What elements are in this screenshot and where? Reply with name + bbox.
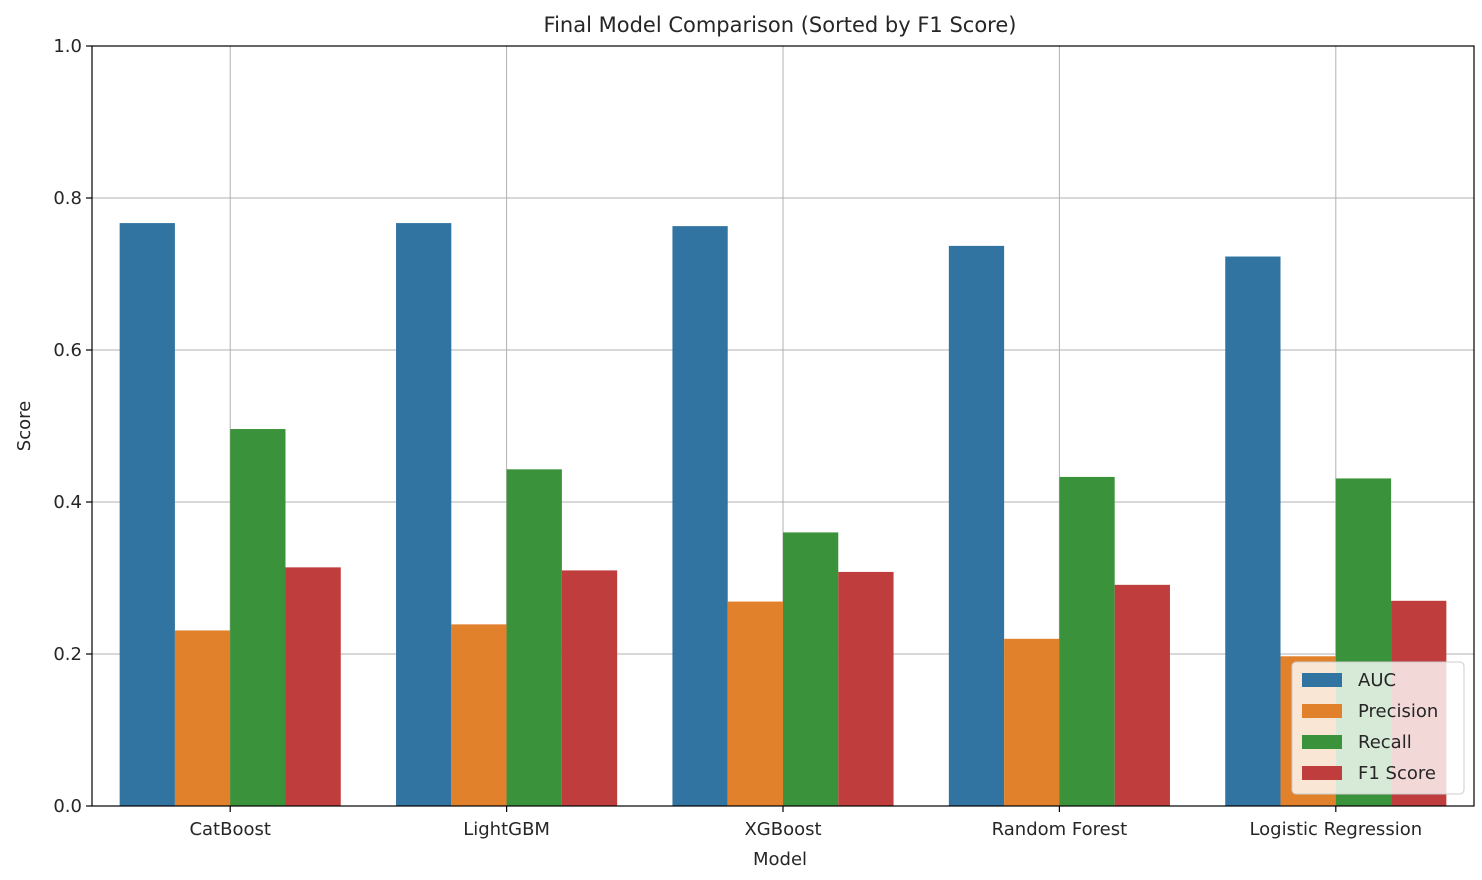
- bars: [119, 223, 1447, 806]
- y-tick-label: 0.0: [53, 796, 82, 817]
- x-tick-label: Random Forest: [992, 819, 1127, 840]
- bar-recall-lightgbm: [506, 469, 562, 806]
- x-tick-label: Logistic Regression: [1249, 819, 1422, 840]
- legend-swatch: [1302, 704, 1342, 718]
- y-axis-label: Score: [14, 401, 35, 451]
- bar-auc-catboost: [119, 223, 175, 806]
- x-axis-label: Model: [753, 849, 807, 870]
- legend-box: [1291, 661, 1465, 795]
- x-tick-label: LightGBM: [463, 819, 550, 840]
- bar-recall-xgboost: [783, 532, 839, 806]
- bar-f1-score-catboost: [285, 567, 341, 806]
- legend-swatch: [1302, 735, 1342, 749]
- bar-recall-catboost: [230, 429, 286, 806]
- chart-title: Final Model Comparison (Sorted by F1 Sco…: [544, 13, 1017, 37]
- bar-f1-score-lightgbm: [561, 570, 618, 806]
- x-tick-label: XGBoost: [744, 819, 821, 840]
- y-tick-label: 0.8: [53, 188, 82, 209]
- bar-auc-logistic-regression: [1225, 256, 1281, 806]
- legend: AUC Precision Recall F1 Score: [1291, 661, 1465, 795]
- y-tick-label: 1.0: [53, 36, 82, 57]
- x-tick-label: CatBoost: [189, 819, 270, 840]
- legend-label: Precision: [1358, 701, 1438, 722]
- bar-f1-score-random-forest: [1114, 584, 1170, 806]
- bar-precision-lightgbm: [451, 624, 507, 806]
- bar-f1-score-xgboost: [838, 571, 894, 806]
- legend-label: AUC: [1358, 670, 1396, 691]
- bar-auc-lightgbm: [396, 223, 452, 806]
- bar-precision-random-forest: [1004, 638, 1060, 806]
- legend-swatch: [1302, 766, 1342, 780]
- bar-auc-random-forest: [948, 245, 1005, 806]
- bar-auc-xgboost: [672, 226, 728, 806]
- bar-precision-catboost: [174, 630, 231, 806]
- bar-precision-xgboost: [727, 601, 783, 806]
- legend-label: Recall: [1358, 732, 1412, 753]
- x-axis-ticks: CatBoost LightGBM XGBoost Random Forest Logi…: [189, 806, 1422, 840]
- y-axis-ticks: 0.0 0.2 0.4 0.6 0.8 1.0: [53, 36, 92, 817]
- bar-recall-random-forest: [1059, 476, 1115, 806]
- legend-swatch: [1302, 673, 1342, 687]
- y-tick-label: 0.2: [53, 644, 82, 665]
- legend-label: F1 Score: [1358, 763, 1436, 784]
- y-tick-label: 0.4: [53, 492, 82, 513]
- y-tick-label: 0.6: [53, 340, 82, 361]
